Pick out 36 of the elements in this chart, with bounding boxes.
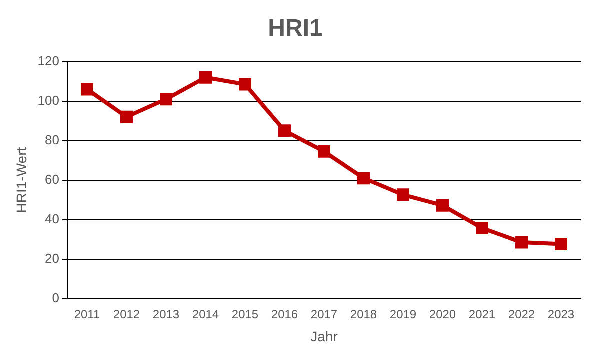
y-tick-label: 60 <box>45 172 60 187</box>
y-tick-label: 80 <box>45 132 60 148</box>
x-tick-label: 2016 <box>271 307 298 322</box>
x-tick-label: 2012 <box>113 307 140 322</box>
point <box>278 124 291 138</box>
point <box>397 188 410 202</box>
x-tick-label: 2017 <box>310 307 338 322</box>
x-tick-label: 2013 <box>152 307 180 322</box>
point <box>200 71 212 84</box>
point <box>358 172 370 185</box>
y-tick-label: 0 <box>52 290 60 306</box>
x-tick-label: 2020 <box>429 307 456 322</box>
point <box>476 222 488 235</box>
x-tick-label: 2019 <box>390 307 417 322</box>
chart-title: HRI1 <box>268 15 323 42</box>
point <box>436 199 449 212</box>
x-tick-label: 2022 <box>508 307 536 322</box>
x-tick-label: 2014 <box>192 307 220 322</box>
x-tick-label: 2018 <box>350 307 378 322</box>
x-tick-label: 2023 <box>548 307 575 322</box>
x-tick-label: 2021 <box>468 307 496 322</box>
point <box>516 236 528 249</box>
y-axis-title: HRI1-Wert <box>13 147 30 214</box>
x-axis-title: Jahr <box>310 328 338 344</box>
y-tick-label: 40 <box>45 211 60 226</box>
y-tick-label: 20 <box>45 250 60 266</box>
point <box>318 145 330 158</box>
y-tick-label: 100 <box>38 92 60 108</box>
point <box>160 93 172 106</box>
y-tick-label: 120 <box>38 53 60 68</box>
point <box>81 83 94 96</box>
x-tick-label: 2011 <box>74 307 100 322</box>
x-tick-label: 2015 <box>232 307 259 322</box>
point <box>239 78 252 91</box>
point <box>555 238 568 251</box>
point <box>120 110 133 124</box>
